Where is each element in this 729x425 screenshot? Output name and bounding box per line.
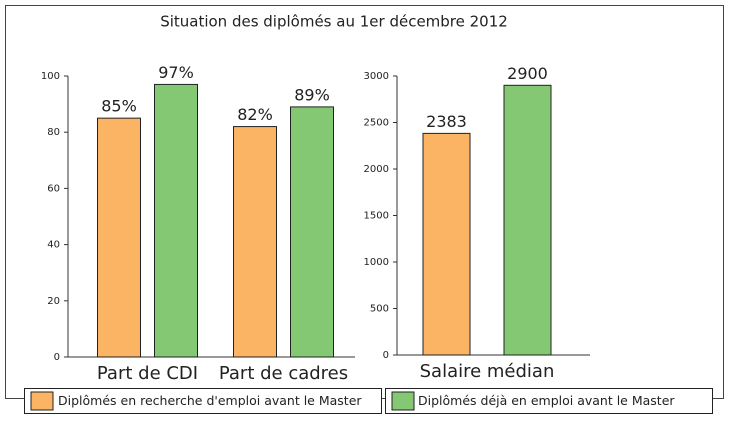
y-tick-label: 60 — [47, 183, 60, 194]
x-tick-label: Salaire médian — [420, 361, 555, 382]
chart-title: Situation des diplômés au 1er décembre 2… — [160, 13, 508, 31]
legend-swatch — [30, 391, 54, 411]
y-tick-label: 3000 — [364, 71, 389, 82]
data-label: 89% — [294, 85, 330, 104]
y-tick-label: 20 — [47, 296, 60, 307]
y-tick-label: 40 — [47, 240, 60, 251]
y-tick-label: 100 — [41, 71, 60, 82]
data-label: 97% — [158, 63, 194, 82]
y-tick-label: 2500 — [364, 118, 389, 129]
data-label: 2383 — [426, 112, 467, 131]
y-tick-label: 80 — [47, 127, 60, 138]
y-tick-label: 2000 — [364, 164, 389, 175]
y-tick-label: 1000 — [364, 257, 389, 268]
legend-label: Diplômés déjà en emploi avant le Master — [418, 393, 675, 408]
bar — [97, 117, 141, 358]
legend-box — [24, 388, 382, 414]
data-label: 85% — [101, 97, 137, 116]
legend-swatch — [391, 391, 415, 411]
bar — [503, 84, 552, 356]
x-tick-label: Part de cadres — [219, 363, 348, 384]
y-tick-label: 1500 — [364, 211, 389, 222]
y-tick-label: 0 — [54, 352, 60, 363]
y-tick-label: 0 — [383, 350, 389, 361]
y-tick-label: 500 — [370, 304, 389, 315]
bar — [233, 126, 277, 358]
x-tick-label: Part de CDI — [97, 363, 198, 384]
legend-box — [385, 388, 713, 414]
data-label: 82% — [237, 105, 273, 124]
data-label: 2900 — [507, 64, 548, 83]
legend-label: Diplômés en recherche d'emploi avant le … — [58, 393, 362, 408]
bar — [290, 106, 334, 358]
bar — [422, 132, 471, 356]
bar — [154, 83, 198, 358]
